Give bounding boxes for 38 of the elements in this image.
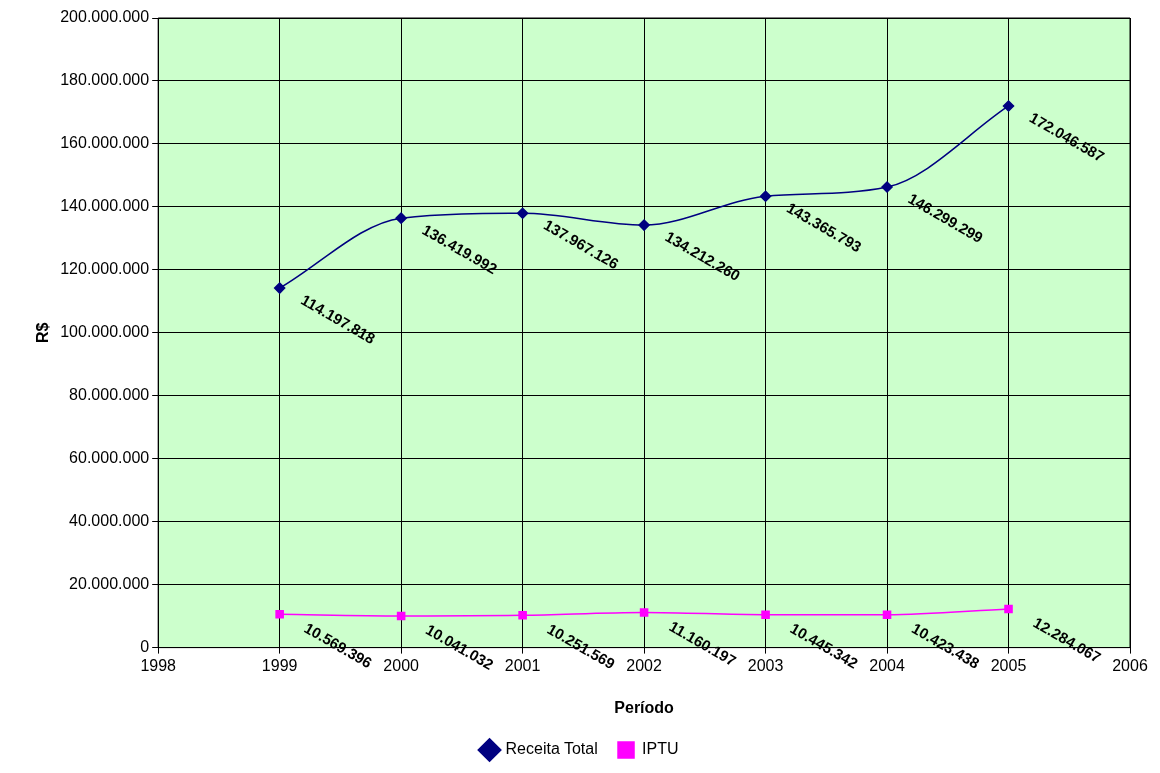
y-tick-label: 80.000.000: [69, 386, 150, 404]
x-tick-label: 2005: [990, 656, 1027, 674]
x-tick-label: 2001: [504, 656, 541, 674]
y-tick-label: 120.000.000: [60, 260, 150, 278]
point: [273, 282, 286, 294]
point: [759, 190, 772, 203]
point: [881, 181, 893, 193]
point: [275, 610, 284, 619]
point: [396, 611, 406, 621]
y-tick-label: 100.000.000: [60, 323, 150, 341]
point: [761, 610, 770, 619]
y-tick-label: 180.000.000: [60, 71, 150, 89]
y-axis-title: R$: [34, 322, 52, 344]
x-axis-title: Período: [614, 698, 675, 716]
legend-label: IPTU: [642, 740, 679, 758]
x-tick-label: 2004: [869, 656, 905, 674]
legend-label: Receita Total: [505, 740, 598, 758]
y-tick-label: 160.000.000: [60, 134, 150, 152]
point: [1004, 604, 1013, 614]
x-tick-label: 2006: [1112, 656, 1148, 674]
x-tick-label: 2000: [383, 656, 420, 674]
y-tick-label: 140.000.000: [60, 197, 150, 215]
y-tick-label: 200.000.000: [60, 8, 150, 26]
x-tick-label: 1998: [140, 656, 177, 674]
point: [518, 611, 527, 620]
x-tick-label: 1999: [261, 656, 298, 674]
y-tick-label: 0: [140, 638, 150, 656]
x-tick-label: 2002: [626, 656, 662, 674]
point: [882, 610, 892, 620]
y-tick-label: 20.000.000: [69, 575, 150, 593]
point: [1002, 100, 1015, 112]
point: [638, 219, 650, 231]
x-tick-label: 2003: [747, 656, 784, 674]
point: [395, 212, 407, 224]
y-tick-label: 60.000.000: [69, 449, 150, 467]
point: [639, 608, 649, 617]
point: [516, 207, 529, 220]
y-tick-label: 40.000.000: [69, 512, 150, 530]
